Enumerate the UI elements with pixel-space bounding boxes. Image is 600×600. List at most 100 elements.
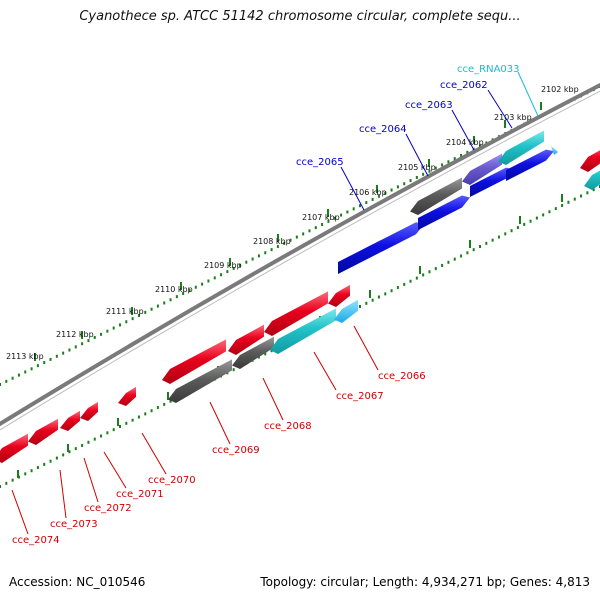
accession-text: Accession: NC_010546 xyxy=(9,575,146,589)
outer-tick-dot xyxy=(257,254,260,258)
inner-tick-dot xyxy=(68,450,71,454)
inner-tick-dot xyxy=(403,282,406,286)
outer-tick-dot xyxy=(175,295,178,299)
major-tick xyxy=(327,209,329,217)
tick-label: 2102 kbp xyxy=(541,85,579,94)
inner-tick-dot xyxy=(49,459,52,463)
label-cce_2063: cce_2063 xyxy=(405,100,453,111)
inner-tick-dot xyxy=(422,273,425,277)
outer-tick-dot xyxy=(169,298,172,302)
outer-tick-dot xyxy=(428,169,431,173)
label-cce_2064-leader xyxy=(405,133,429,177)
label-cce_2064: cce_2064 xyxy=(359,124,407,135)
label-cce_2072-leader xyxy=(83,457,99,503)
gene-cce_2068-b xyxy=(232,336,274,369)
outer-tick-dot xyxy=(182,292,185,296)
outer-tick-dot xyxy=(403,182,406,186)
label-cce_2065: cce_2065 xyxy=(296,157,344,168)
outer-tick-dot xyxy=(276,244,279,248)
outer-tick-dot xyxy=(352,207,355,211)
chromosome-backbone xyxy=(0,82,600,431)
outer-tick-dot xyxy=(0,383,1,386)
inner-tick-dot xyxy=(150,409,153,413)
gene-marker xyxy=(551,146,558,155)
inner-tick-dot xyxy=(119,425,121,428)
label-cce_2062-leader xyxy=(487,89,513,129)
inner-tick-dot xyxy=(434,267,437,271)
gene-labels: cce_RNA033 cce_2062 cce_2063 cce_2064 cce_20… xyxy=(12,64,520,546)
outer-tick-dot xyxy=(314,226,317,230)
outer-tick-dot xyxy=(396,185,399,189)
inner-tick-dot xyxy=(5,481,8,485)
outer-tick-dot xyxy=(81,342,84,346)
label-cce_2073-leader xyxy=(59,469,67,519)
label-cce_2067-leader xyxy=(313,351,337,391)
inner-tick-dot xyxy=(365,301,368,305)
outer-tick-dot xyxy=(106,329,109,333)
outer-tick-dot xyxy=(295,235,298,239)
backbone-shadow xyxy=(0,90,600,431)
label-cce_2063-leader xyxy=(451,109,475,151)
inner-tick-dot xyxy=(81,443,84,447)
outer-tick-dot xyxy=(11,376,14,380)
inner-tick-dot xyxy=(453,257,456,261)
inner-tick-dot xyxy=(504,232,507,236)
inner-tick-dot xyxy=(359,305,361,308)
outer-tick-dot xyxy=(264,251,267,255)
outer-tick-dot xyxy=(422,172,425,176)
label-cce_2070-leader xyxy=(141,432,167,475)
inner-tick-dot xyxy=(428,270,431,274)
tick-label: 2112 kbp xyxy=(56,330,94,339)
outer-tick-dot xyxy=(460,154,463,158)
major-tick xyxy=(504,120,506,128)
inner-tick-dot xyxy=(479,245,481,248)
gene-cce_2065 xyxy=(338,222,424,274)
inner-major-tick xyxy=(167,392,169,400)
outer-tick-dot xyxy=(270,248,273,252)
gene-cce_2069 xyxy=(162,339,226,384)
gene-cce_2066-b xyxy=(334,299,358,323)
label-cce_2068-leader xyxy=(262,377,284,421)
outer-tick-dot xyxy=(131,317,134,321)
major-tick xyxy=(473,136,475,144)
label-cce_2071-leader xyxy=(103,451,127,489)
outer-tick-dot xyxy=(466,150,469,154)
inner-tick-dot xyxy=(592,188,595,192)
inner-tick-dot xyxy=(11,478,14,482)
tick-label: 2105 kbp xyxy=(398,163,436,172)
inner-tick-dot xyxy=(497,235,500,239)
outer-tick-dot xyxy=(125,320,128,324)
inner-tick-dot xyxy=(548,210,551,214)
inner-tick-dot xyxy=(580,194,583,198)
tick-label: 2107 kbp xyxy=(302,213,340,222)
label-cce_RNA033-leader xyxy=(517,71,539,117)
outer-tick-dot xyxy=(302,232,305,236)
label-cce_2074-leader xyxy=(11,489,29,535)
inner-tick-dot xyxy=(542,213,545,217)
inner-tick-dot xyxy=(523,222,526,226)
inner-tick-dot xyxy=(100,434,103,438)
gene-cce_2062 xyxy=(462,153,502,185)
outer-tick-dot xyxy=(333,216,336,220)
inner-tick-dot xyxy=(485,241,488,245)
label-cce_2066-leader xyxy=(353,325,379,371)
gene-cce_2070 xyxy=(118,386,136,406)
inner-tick-dot xyxy=(93,437,96,441)
outer-tick-dot xyxy=(289,238,292,242)
inner-tick-dot xyxy=(87,440,90,444)
outer-tick-dot xyxy=(201,282,204,286)
inner-tick-dot xyxy=(169,399,172,403)
inner-tick-dot xyxy=(24,472,27,476)
outer-tick-dot xyxy=(24,370,27,374)
gene-cce_2066-a xyxy=(328,284,350,307)
inner-major-tick xyxy=(419,266,421,274)
outer-tick-dot xyxy=(163,301,166,305)
outer-tick-dot xyxy=(415,175,418,179)
outer-tick-dot xyxy=(137,313,140,317)
outer-tick-dot xyxy=(62,351,65,355)
gene-cce_2072 xyxy=(60,410,80,431)
inner-tick-dot xyxy=(74,447,77,451)
label-cce_2073: cce_2073 xyxy=(50,519,98,530)
inner-tick-dot xyxy=(264,352,267,356)
major-tick xyxy=(376,185,378,193)
